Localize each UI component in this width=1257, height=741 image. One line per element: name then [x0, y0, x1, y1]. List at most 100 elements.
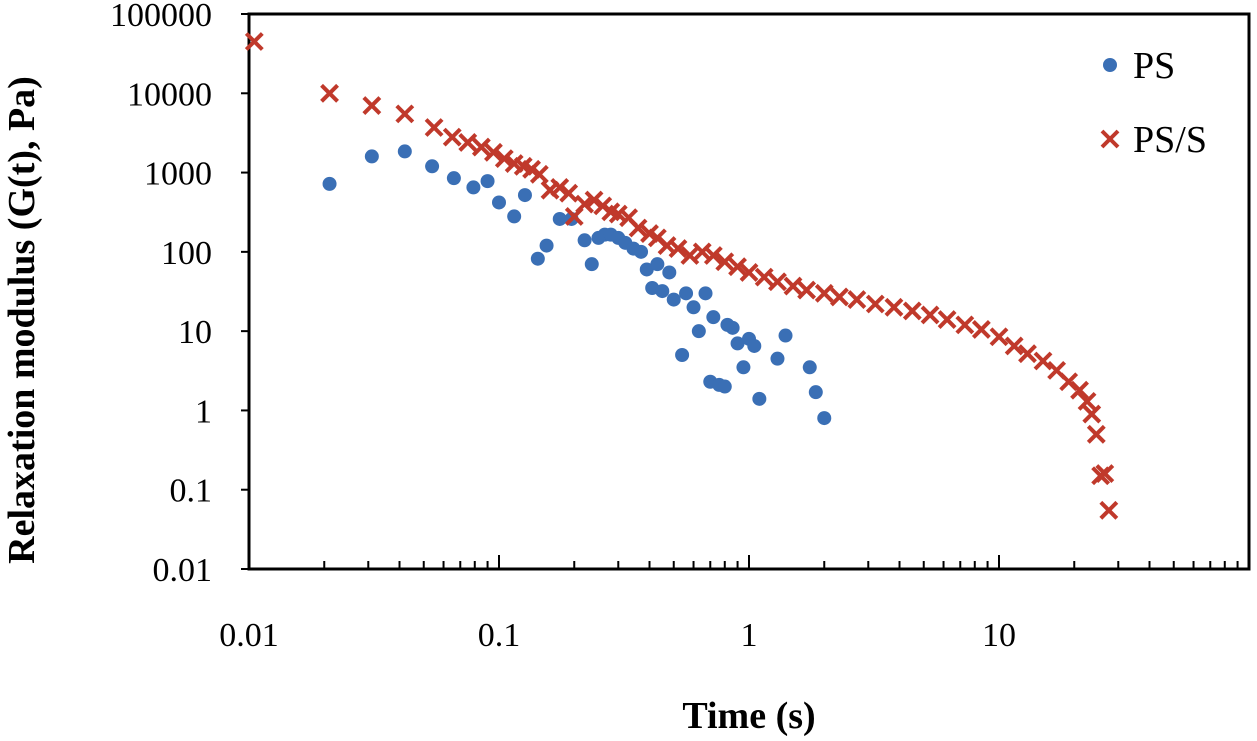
- data-point-ps-s-stroke: [244, 32, 264, 51]
- data-point-ps-s: [971, 320, 991, 339]
- data-point-ps-s: [703, 246, 723, 265]
- data-point-ps-s: [920, 305, 940, 325]
- data-point-ps-s: [668, 239, 688, 258]
- data-point-ps: [577, 233, 592, 248]
- data-point-ps-s: [754, 267, 774, 287]
- data-point-ps: [817, 411, 832, 426]
- data-point-ps-s-stroke: [484, 142, 503, 162]
- y-tick-label: 100000: [110, 0, 212, 34]
- data-point-ps-s-stroke: [395, 104, 415, 124]
- data-point-ps-s: [362, 96, 382, 115]
- data-point-ps-s-stroke: [550, 177, 570, 197]
- data-point-ps-s-stroke: [1018, 344, 1037, 364]
- data-point-ps-s: [1099, 500, 1119, 520]
- data-point-ps: [322, 176, 337, 191]
- data-point-ps-s: [783, 276, 803, 296]
- data-point-ps: [466, 180, 481, 195]
- data-point-ps-s-stroke: [1033, 351, 1053, 371]
- data-point-ps: [397, 144, 412, 159]
- data-point-ps-s: [1004, 336, 1024, 356]
- data-point-ps-s-stroke: [937, 310, 957, 329]
- data-point-ps-s-stroke: [692, 242, 712, 262]
- data-point-ps-s: [575, 194, 595, 214]
- data-point-ps-s-stroke: [797, 280, 817, 300]
- data-point-ps-s-stroke: [424, 118, 444, 137]
- data-point-ps-s-stroke: [703, 246, 723, 265]
- data-point-ps-s: [1086, 424, 1106, 444]
- data-point-ps-s: [847, 290, 867, 310]
- data-point-ps: [655, 284, 670, 299]
- data-point-ps-s: [1077, 391, 1097, 411]
- y-tick-label: 100: [161, 235, 212, 272]
- data-point-ps: [517, 188, 532, 203]
- data-point-ps-s: [884, 297, 904, 317]
- data-point-ps-s: [458, 133, 478, 152]
- data-point-ps-s-stroke: [739, 263, 759, 282]
- data-point-ps-s: [550, 177, 570, 197]
- data-point-ps-s-stroke: [1059, 372, 1079, 392]
- data-point-ps: [446, 171, 461, 186]
- data-point-ps-s-stroke: [442, 127, 462, 147]
- data-point-ps-s-stroke: [1070, 380, 1089, 400]
- data-point-ps-s: [1095, 464, 1115, 483]
- data-point-ps-s-stroke: [362, 96, 382, 115]
- y-tick-label: 0.1: [170, 473, 213, 510]
- y-axis-ticks: [241, 13, 249, 570]
- data-point-ps: [770, 351, 785, 366]
- data-point-ps: [752, 391, 767, 406]
- x-tick-label: 0.01: [219, 617, 279, 654]
- data-point-ps-s-stroke: [640, 224, 659, 244]
- data-point-ps: [480, 174, 495, 189]
- data-point-ps-s: [865, 294, 885, 314]
- data-point-ps-s-stroke: [1095, 464, 1115, 483]
- data-point-ps-s-stroke: [1082, 404, 1102, 424]
- data-point-ps-s: [692, 242, 712, 262]
- data-point-ps-s-stroke: [628, 218, 648, 238]
- legend-marker-ps-s: [1100, 129, 1120, 149]
- data-point-ps-s: [608, 204, 628, 224]
- data-point-ps-s-stroke: [768, 272, 787, 292]
- data-point-ps: [675, 348, 690, 363]
- data-point-ps: [584, 257, 599, 272]
- data-point-ps: [530, 251, 545, 266]
- data-point-ps-s-stroke: [955, 315, 975, 335]
- data-point-ps-s: [814, 283, 834, 303]
- data-point-ps-s-stroke: [575, 194, 595, 214]
- data-point-ps: [691, 324, 706, 339]
- data-point-ps-s: [1070, 380, 1089, 400]
- data-point-ps-s-stroke: [847, 290, 867, 310]
- y-tick-label: 1000: [144, 156, 212, 193]
- y-tick-label: 1: [195, 393, 212, 430]
- data-point-ps: [492, 195, 506, 210]
- data-point-ps-s: [797, 280, 817, 300]
- data-point-ps-s-stroke: [619, 208, 639, 228]
- data-point-ps-s-stroke: [865, 294, 885, 314]
- data-point-ps: [747, 338, 762, 353]
- legend-label-ps: PS: [1133, 45, 1175, 87]
- y-axis-title: Relaxation modulus (G(t), Pa): [1, 76, 43, 564]
- data-point-ps: [686, 300, 701, 315]
- data-point-ps: [634, 244, 649, 259]
- data-point-ps-s-stroke: [504, 154, 524, 173]
- data-point-ps-s: [471, 137, 491, 157]
- x-tick-label: 10: [982, 617, 1016, 654]
- data-point-ps-s: [739, 263, 759, 282]
- data-point-ps-s-stroke: [647, 228, 667, 248]
- data-point-ps: [666, 292, 681, 307]
- data-point-ps: [725, 320, 740, 335]
- data-point-ps-s-stroke: [1077, 391, 1097, 411]
- data-point-ps: [736, 360, 751, 375]
- data-point-ps: [802, 360, 817, 375]
- data-point-ps-s: [584, 190, 604, 210]
- data-point-ps-s-stroke: [1047, 360, 1067, 380]
- data-point-ps: [698, 286, 713, 301]
- plot-area-frame: [247, 12, 1251, 571]
- data-point-ps-s: [628, 218, 648, 238]
- data-point-ps-s-stroke: [971, 320, 991, 339]
- data-point-ps-s-stroke: [814, 283, 834, 303]
- y-axis-tick-labels: 0.01 0.1 1 10 100 1000 10000 100000: [110, 0, 212, 589]
- data-point-ps: [507, 209, 522, 224]
- data-point-ps-s-stroke: [830, 287, 849, 307]
- data-point-ps-s: [768, 272, 787, 292]
